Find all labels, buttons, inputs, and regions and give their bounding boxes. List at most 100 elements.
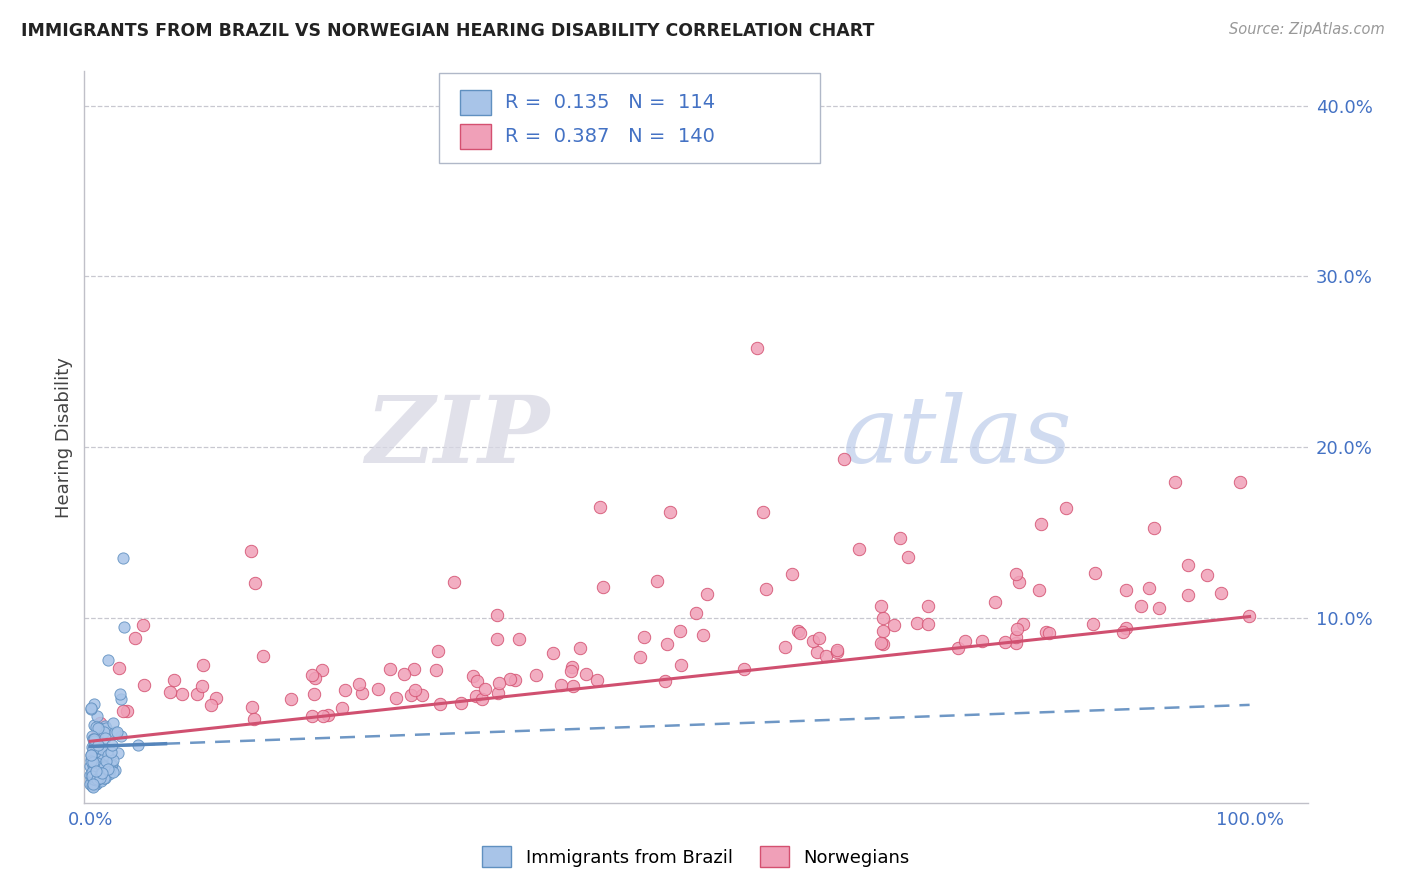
Point (86, 727, 108, 741)
Point (380, 662, 402, 676)
Point (872, 624, 894, 639)
Point (79, 754, 101, 768)
Point (91, 748, 114, 763)
Point (1028, 582, 1050, 597)
Point (82, 762, 104, 776)
Point (104, 764, 127, 778)
Point (186, 687, 208, 701)
Point (111, 704, 134, 718)
Point (825, 643, 848, 657)
Point (1147, 601, 1170, 615)
Point (801, 633, 824, 648)
Point (110, 692, 132, 706)
Point (89, 769, 111, 783)
Point (79, 768, 101, 782)
Point (304, 671, 326, 685)
Point (465, 673, 488, 688)
Point (550, 678, 572, 692)
Point (654, 673, 676, 688)
Point (101, 753, 124, 767)
Point (79, 751, 101, 765)
Point (411, 688, 433, 702)
Point (1115, 582, 1137, 597)
Point (100, 758, 122, 772)
Point (94, 771, 117, 785)
Point (97, 653, 120, 667)
Point (163, 673, 186, 688)
Point (463, 669, 485, 683)
Point (80, 776, 103, 790)
Point (450, 696, 472, 710)
Point (80, 773, 103, 788)
Point (94, 722, 117, 736)
Point (1054, 501, 1077, 516)
Point (917, 617, 939, 632)
Point (90, 750, 112, 764)
Point (94, 764, 117, 779)
Point (485, 608, 508, 623)
Point (97, 748, 120, 763)
Point (745, 146, 768, 161)
Point (655, 637, 678, 651)
Point (89, 753, 111, 767)
Point (111, 551, 134, 566)
Point (332, 700, 354, 714)
Point (1143, 521, 1166, 535)
Point (499, 672, 522, 686)
Point (101, 716, 124, 731)
Point (671, 658, 693, 673)
Point (1005, 623, 1028, 637)
Point (86, 756, 108, 770)
Point (82, 757, 104, 772)
Point (82, 780, 104, 794)
Point (560, 664, 582, 678)
Point (98, 767, 121, 781)
Point (349, 677, 371, 691)
Point (84, 777, 107, 791)
Point (1177, 588, 1199, 602)
Point (575, 666, 598, 681)
Point (94, 731, 117, 745)
Point (87, 763, 110, 777)
Point (1005, 567, 1028, 582)
Point (367, 682, 389, 697)
Point (633, 631, 655, 645)
Point (1083, 616, 1105, 631)
Legend: Immigrants from Brazil, Norwegians: Immigrants from Brazil, Norwegians (475, 839, 917, 874)
Text: R =  0.387   N =  140: R = 0.387 N = 140 (505, 127, 714, 146)
Point (94, 755, 117, 769)
Point (80, 769, 103, 783)
Point (562, 679, 585, 693)
Point (94, 719, 117, 733)
Point (82, 772, 104, 787)
Point (1229, 475, 1251, 489)
Point (1084, 566, 1107, 580)
Point (86, 771, 108, 785)
Point (745, 341, 768, 355)
Point (101, 764, 124, 779)
Point (112, 620, 135, 634)
Point (311, 709, 333, 723)
Point (124, 631, 146, 645)
Point (80, 754, 103, 768)
Point (425, 663, 447, 677)
Point (848, 542, 870, 557)
Point (83, 745, 105, 759)
Point (543, 646, 565, 660)
Point (84, 764, 107, 779)
Point (93, 760, 115, 774)
Point (91, 771, 114, 785)
Point (1012, 616, 1035, 631)
Point (89, 757, 111, 772)
Point (443, 575, 465, 590)
Point (89, 741, 111, 756)
Point (86, 761, 108, 775)
Point (780, 567, 803, 582)
Point (87, 747, 110, 761)
Point (1164, 475, 1187, 489)
Text: IMMIGRANTS FROM BRAZIL VS NORWEGIAN HEARING DISABILITY CORRELATION CHART: IMMIGRANTS FROM BRAZIL VS NORWEGIAN HEAR… (21, 22, 875, 40)
Point (83, 718, 105, 732)
Point (90, 766, 112, 780)
Point (488, 686, 510, 700)
Point (79, 777, 101, 791)
